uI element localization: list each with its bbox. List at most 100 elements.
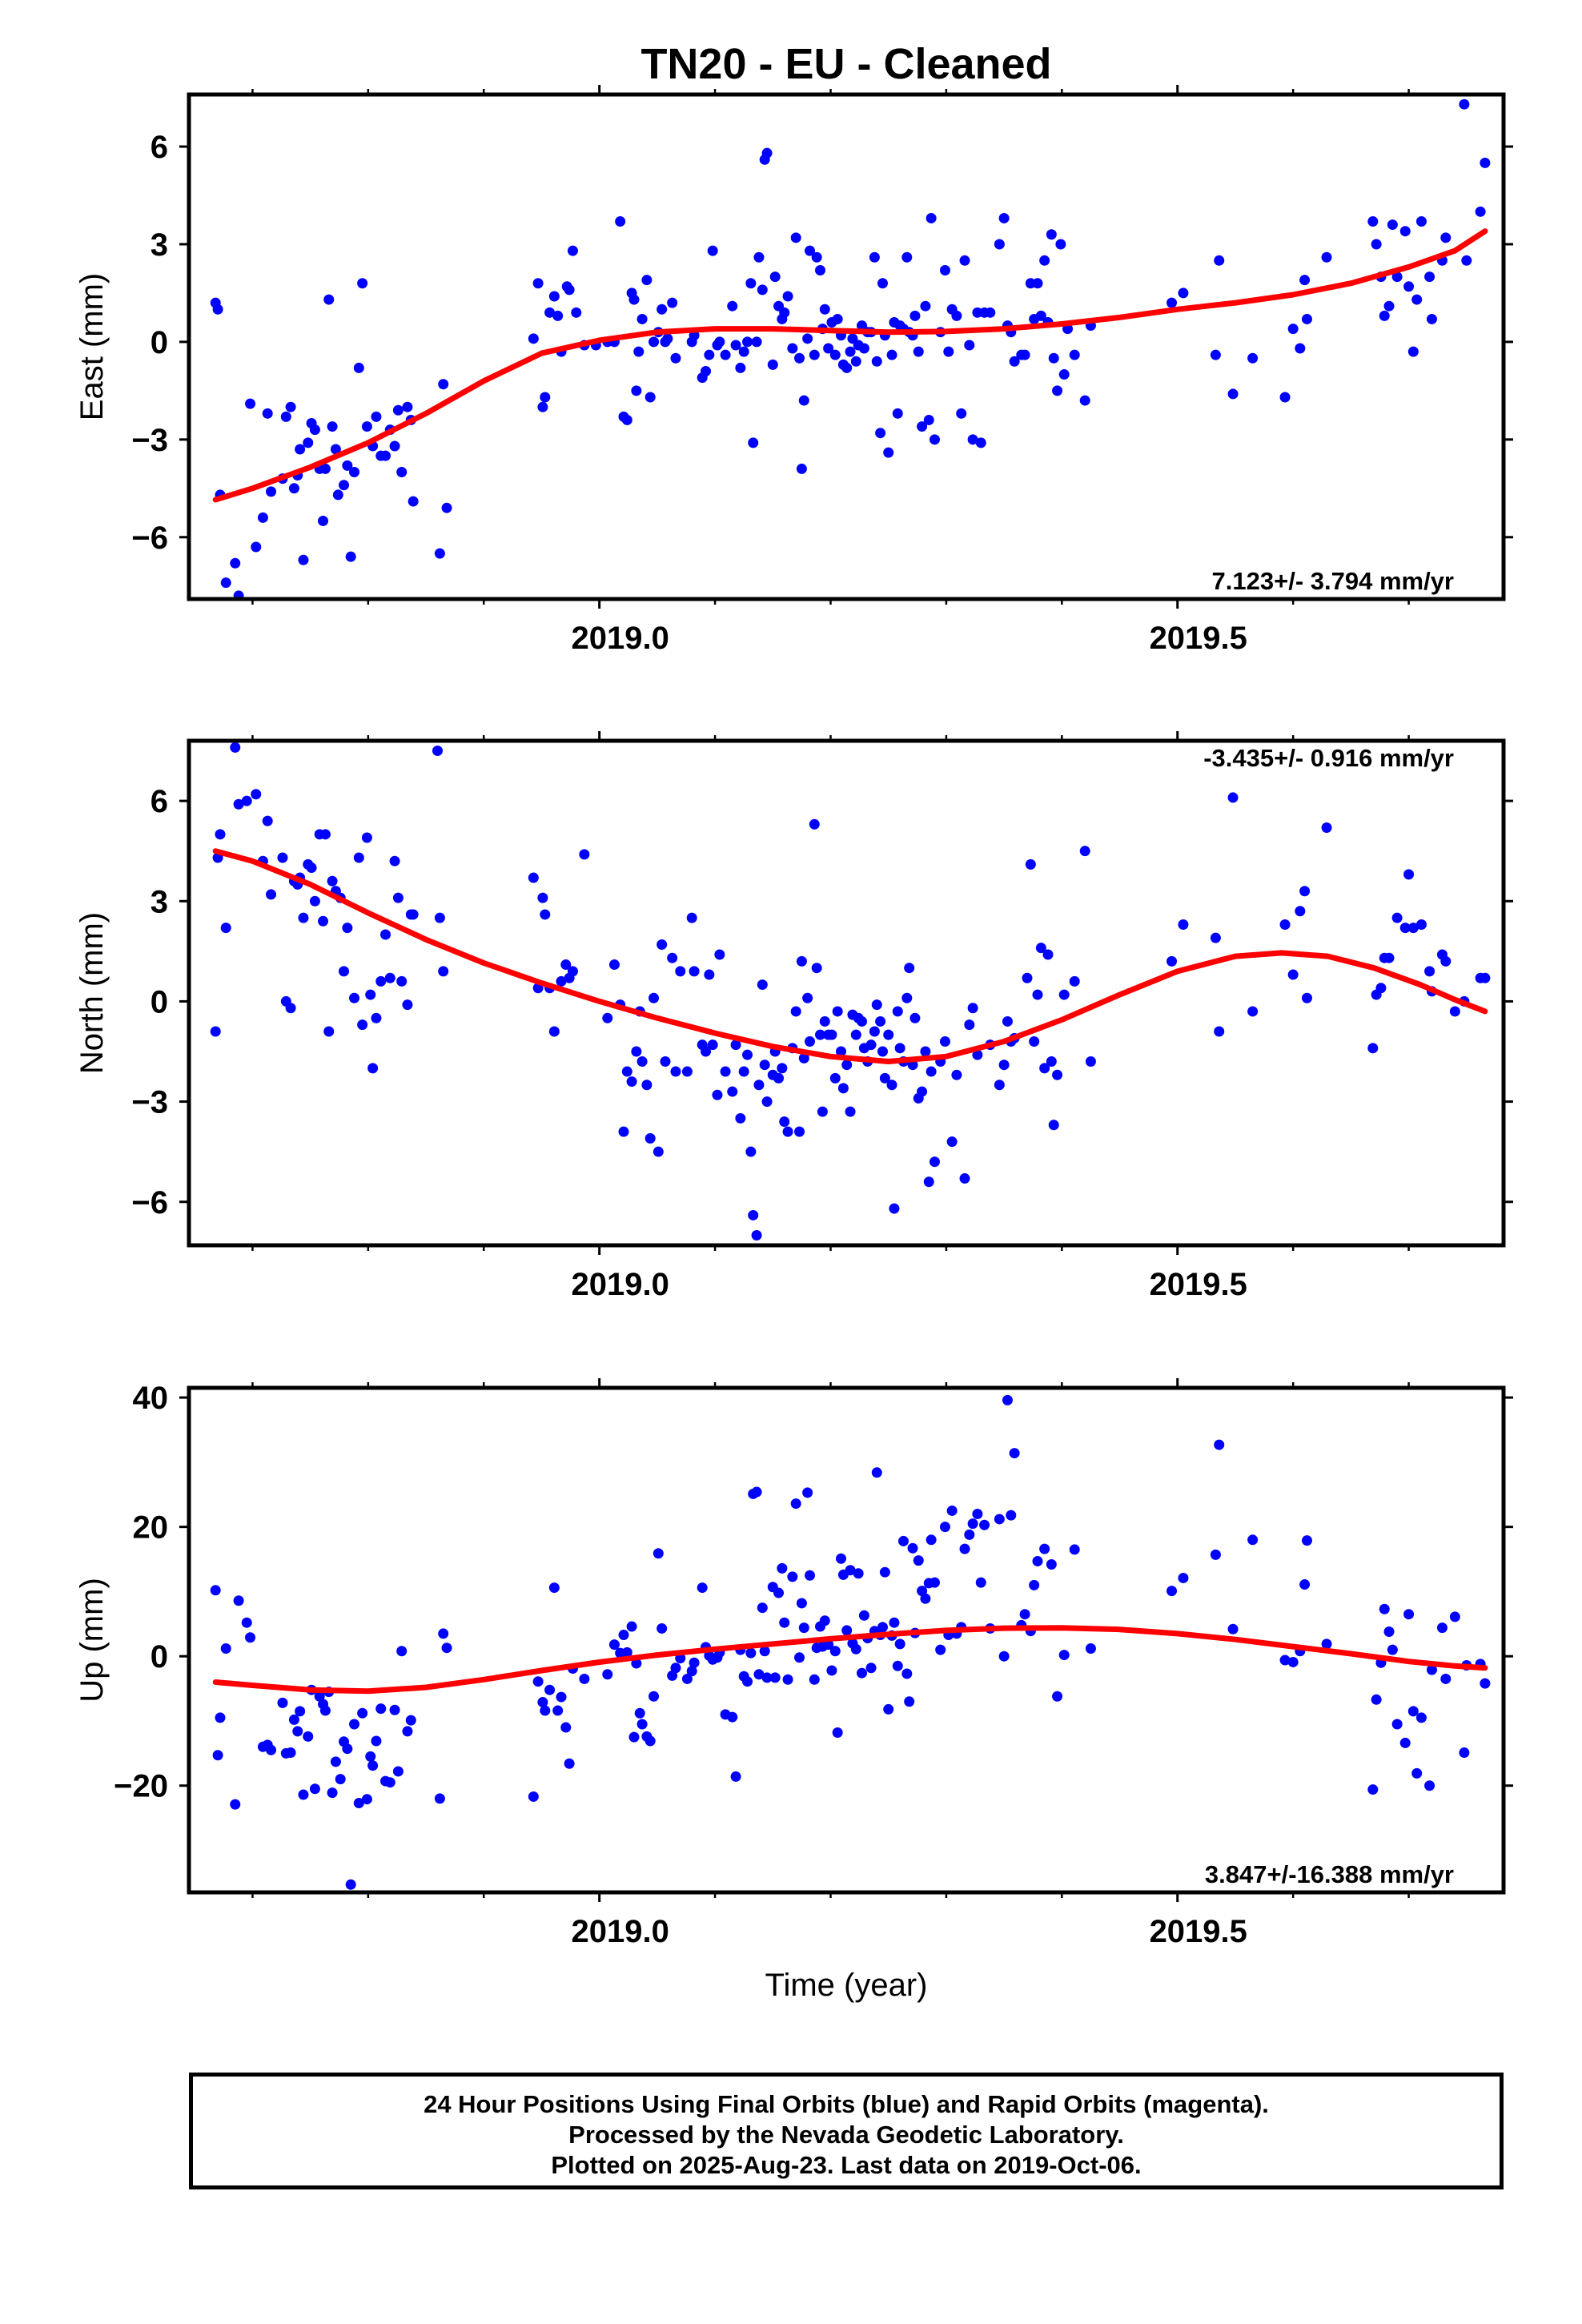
data-point xyxy=(841,1625,853,1636)
data-point xyxy=(670,1663,681,1674)
data-point xyxy=(892,1660,903,1671)
data-point xyxy=(809,1674,820,1685)
data-point xyxy=(1085,1056,1096,1068)
data-point xyxy=(537,401,548,412)
data-point xyxy=(975,437,986,448)
data-point xyxy=(389,440,400,452)
data-point xyxy=(923,414,934,425)
data-point xyxy=(920,300,931,312)
data-point xyxy=(210,1026,221,1037)
data-point xyxy=(245,398,256,409)
data-point xyxy=(621,1066,632,1077)
data-point xyxy=(1375,983,1387,994)
data-point xyxy=(832,1006,843,1017)
data-point xyxy=(769,1672,781,1683)
data-point xyxy=(1287,1656,1299,1667)
data-point xyxy=(1227,1623,1239,1634)
data-point xyxy=(1227,792,1239,803)
data-point xyxy=(615,216,626,227)
data-point xyxy=(357,278,368,289)
data-point xyxy=(662,333,673,344)
y-tick-label: −6 xyxy=(131,521,168,556)
data-point xyxy=(1039,1063,1050,1074)
x-tick-label: 2019.0 xyxy=(572,621,669,656)
data-point xyxy=(1391,912,1403,923)
data-point xyxy=(571,307,582,318)
data-point xyxy=(865,1039,877,1051)
data-point xyxy=(292,1726,303,1737)
data-points xyxy=(210,99,1491,599)
data-point xyxy=(738,346,749,357)
data-point xyxy=(402,401,413,412)
data-point xyxy=(735,1112,746,1124)
data-point xyxy=(745,1146,757,1157)
data-point xyxy=(802,333,813,344)
x-tick-label: 2019.5 xyxy=(1150,1914,1247,1949)
data-point xyxy=(371,411,382,422)
data-point xyxy=(745,278,757,289)
data-point xyxy=(262,408,273,419)
data-point xyxy=(782,291,793,302)
data-point xyxy=(856,1667,867,1679)
data-point xyxy=(648,992,660,1003)
data-point xyxy=(540,909,551,920)
data-point xyxy=(823,343,834,354)
data-point xyxy=(656,304,668,315)
y-tick-label: 0 xyxy=(151,325,168,360)
data-point xyxy=(327,1787,338,1799)
data-point xyxy=(926,212,937,223)
data-point xyxy=(339,480,350,491)
data-point xyxy=(633,346,644,357)
data-point xyxy=(753,1080,765,1091)
data-point xyxy=(628,294,640,305)
data-point xyxy=(345,1879,356,1890)
data-point xyxy=(548,1026,560,1037)
data-point xyxy=(380,450,391,461)
panel-north: −6 −3 0 3 6 2019.0 2019.5 North (mm) -3.435+/- 0… xyxy=(74,731,1513,1302)
data-point xyxy=(361,1794,372,1805)
data-point xyxy=(392,892,404,903)
data-point xyxy=(841,362,853,373)
data-point xyxy=(1426,313,1437,324)
data-point xyxy=(1371,239,1382,250)
data-point xyxy=(319,463,331,474)
data-point xyxy=(330,444,341,455)
data-point xyxy=(951,1069,962,1080)
data-point xyxy=(375,1703,387,1715)
data-point xyxy=(1301,313,1312,324)
data-point xyxy=(967,1003,978,1014)
data-point xyxy=(967,434,978,445)
data-point xyxy=(392,1766,404,1777)
data-point xyxy=(1247,1534,1259,1546)
data-point xyxy=(809,818,820,830)
data-point xyxy=(1042,949,1054,960)
data-point xyxy=(408,496,419,507)
data-point xyxy=(306,862,317,874)
data-point xyxy=(751,1486,762,1498)
data-point xyxy=(1214,255,1225,266)
data-point xyxy=(779,307,790,318)
data-point xyxy=(1052,385,1063,396)
data-point xyxy=(602,1012,613,1023)
data-point xyxy=(667,1670,678,1681)
data-point xyxy=(886,1080,897,1091)
data-point xyxy=(883,1703,894,1715)
data-point xyxy=(1079,395,1090,406)
data-point xyxy=(889,1203,900,1214)
data-point xyxy=(681,1066,693,1077)
data-point xyxy=(215,1712,226,1723)
data-point xyxy=(1383,300,1395,312)
data-point xyxy=(889,1617,900,1628)
data-point xyxy=(335,1774,346,1785)
data-point xyxy=(602,1669,613,1680)
data-point xyxy=(742,336,753,348)
data-point xyxy=(656,939,668,951)
data-point xyxy=(894,1043,905,1054)
data-point xyxy=(979,1519,990,1530)
data-point xyxy=(1459,99,1470,110)
data-point xyxy=(1321,1638,1332,1650)
data-point xyxy=(670,352,681,364)
plot-frame xyxy=(187,92,1506,601)
data-point xyxy=(777,1562,788,1574)
caption-line-1: 24 Hour Positions Using Final Orbits (bl… xyxy=(424,2090,1269,2118)
